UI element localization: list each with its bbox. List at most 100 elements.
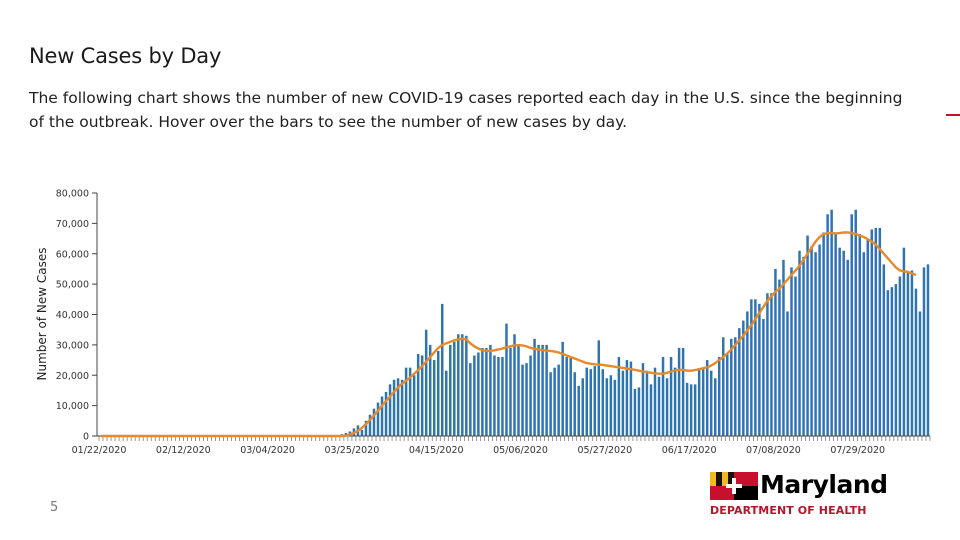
bar [561,341,564,436]
bar [597,340,601,436]
y-tick-label: 10,000 [56,401,89,412]
bar [870,229,874,436]
bar [432,360,436,436]
bar [693,384,697,436]
bar [473,355,476,436]
bar [746,311,749,436]
bar [738,328,741,436]
y-tick-label: 20,000 [56,371,89,382]
bar [412,375,416,436]
x-tick-label: 02/12/2020 [156,445,211,456]
bar [545,344,548,436]
bar [573,372,576,436]
bar [424,329,428,436]
slide-subtitle: The following chart shows the number of … [29,89,903,131]
bar [453,341,456,436]
avg-line [101,231,917,438]
avg-line-series [101,231,917,438]
bar [846,259,849,436]
y-tick-label: 50,000 [56,280,89,291]
bar [505,323,508,436]
bar [782,259,785,436]
bar [521,364,524,436]
bar [894,284,898,436]
bar [601,369,605,436]
y-tick-label: 40,000 [56,310,89,321]
bar [834,232,837,436]
bar [922,267,926,436]
bar [513,334,516,436]
bar [449,344,452,436]
bar [866,240,870,436]
bar [713,378,717,436]
bar [677,347,681,436]
bar [581,378,584,436]
y-tick-label: 70,000 [56,219,89,230]
x-tick-label: 07/08/2020 [746,445,801,456]
bar [416,353,420,436]
bar [842,250,845,436]
bar [440,303,444,436]
x-tick-label: 07/29/2020 [830,445,885,456]
bar [918,311,922,436]
bar [657,376,661,436]
bar [553,367,556,436]
bar [533,338,536,436]
bar [794,276,797,436]
bar [754,299,757,436]
bar [589,369,593,436]
bar [368,414,372,436]
bar [858,234,861,436]
bar [396,378,400,436]
y-axis-label-group: Number of New Cases [35,247,49,380]
bar [645,370,649,436]
bar [902,247,906,436]
bar [830,209,833,436]
bar [734,337,737,436]
bar [838,247,841,436]
bar [810,246,813,436]
bar [557,364,560,436]
bar [854,209,857,436]
bar [537,344,540,436]
bar [878,227,882,436]
bar [669,357,673,436]
bar [770,293,773,436]
accent-dash [946,114,960,116]
slide-title: New Cases by Day [29,44,222,68]
maryland-health-logo: Maryland DEPARTMENT OF HEALTH [710,470,910,522]
bar [709,370,713,436]
bar [609,375,613,436]
bar [910,270,914,436]
bar [802,256,805,436]
bar [778,279,781,436]
bar [633,388,637,436]
bar [886,290,890,436]
bar [400,379,404,436]
bar [701,369,705,436]
bar [874,227,878,436]
bar [360,429,364,436]
logo-wordmark: Maryland [760,470,888,499]
bar [497,357,500,436]
y-tick-label: 0 [83,432,89,443]
bar [529,355,532,436]
bar [380,396,384,436]
bar [489,344,492,436]
bar [469,363,472,436]
x-tick-label: 05/06/2020 [493,445,548,456]
bar [726,353,729,436]
bar [898,276,902,436]
bar [549,372,552,436]
bar [605,378,609,436]
bar [914,288,918,436]
bar [637,387,641,436]
bar [673,367,677,436]
bar [862,252,866,436]
bar [681,347,685,436]
bar [906,271,910,436]
bar [798,250,801,436]
bar-series [332,209,930,436]
bar [926,264,930,436]
bar [364,420,368,436]
